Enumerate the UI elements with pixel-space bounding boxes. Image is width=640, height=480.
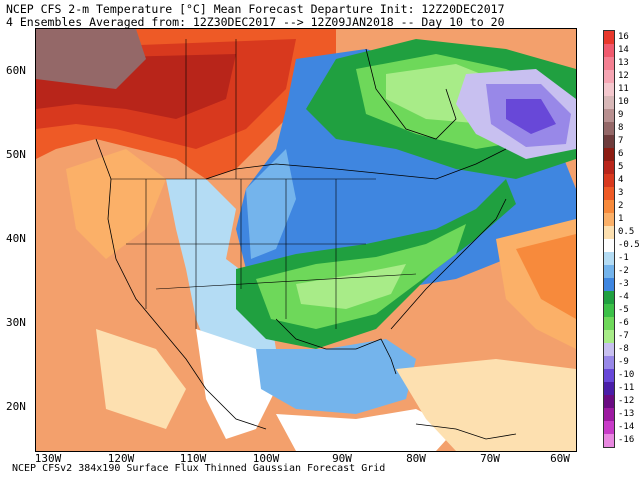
color-scale-swatch bbox=[603, 31, 615, 44]
region-brown-alaska bbox=[36, 29, 146, 89]
map-title-line-2: 4 Ensembles Averaged from: 12Z30DEC2017 … bbox=[6, 15, 505, 29]
color-scale-label: -2 bbox=[618, 265, 629, 276]
color-scale-swatch bbox=[603, 369, 615, 382]
lat-label-60n: 60N bbox=[6, 64, 26, 77]
color-scale-label: 4 bbox=[618, 174, 624, 185]
color-scale-label: -9 bbox=[618, 356, 629, 367]
region-atlantic-warm-core bbox=[516, 234, 576, 319]
color-scale-swatch bbox=[603, 304, 615, 317]
lon-label-60w: 60W bbox=[550, 452, 570, 465]
color-scale-swatch bbox=[603, 187, 615, 200]
color-scale-label: -5 bbox=[618, 304, 629, 315]
color-scale-swatch bbox=[603, 421, 615, 434]
lat-label-50n: 50N bbox=[6, 148, 26, 161]
color-scale-label: -4 bbox=[618, 291, 629, 302]
lon-label-80w: 80W bbox=[406, 452, 426, 465]
color-scale-swatch bbox=[603, 382, 615, 395]
color-scale-swatch bbox=[603, 161, 615, 174]
lon-label-120w: 120W bbox=[107, 452, 135, 465]
color-scale-swatch bbox=[603, 148, 615, 161]
region-caribbean-warm bbox=[396, 359, 576, 451]
region-light-blue-rockies bbox=[166, 179, 276, 389]
color-scale-swatch bbox=[603, 317, 615, 330]
color-scale-label: 9 bbox=[618, 109, 624, 120]
color-scale-label: -16 bbox=[618, 434, 635, 445]
color-scale-swatch bbox=[603, 213, 615, 226]
coastlines bbox=[95, 48, 517, 440]
region-light-blue-east bbox=[246, 149, 296, 259]
lon-label-70w: 70W bbox=[480, 452, 500, 465]
color-scale-label: 14 bbox=[618, 44, 629, 55]
region-gulf-white bbox=[276, 409, 456, 451]
color-scale-swatch bbox=[603, 174, 615, 187]
lon-label-90w: 90W bbox=[332, 452, 352, 465]
color-scale-label: 6 bbox=[618, 148, 624, 159]
map-title-line-1: NCEP CFS 2-m Temperature [°C] Mean Forec… bbox=[6, 2, 505, 16]
region-coldest-quebec-core bbox=[506, 99, 556, 134]
color-scale-swatch bbox=[603, 395, 615, 408]
color-scale-label: 12 bbox=[618, 70, 629, 81]
color-scale-swatch bbox=[603, 57, 615, 70]
lon-label-100w: 100W bbox=[252, 452, 280, 465]
color-scale-label: -6 bbox=[618, 317, 629, 328]
color-scale-label: 3 bbox=[618, 187, 624, 198]
color-scale-bar bbox=[603, 30, 615, 448]
color-scale-label: -3 bbox=[618, 278, 629, 289]
color-scale-label: -10 bbox=[618, 369, 635, 380]
color-scale-label: -0.5 bbox=[618, 239, 640, 250]
color-scale-label: -13 bbox=[618, 408, 635, 419]
color-scale-label: -1 bbox=[618, 252, 629, 263]
color-scale-swatch bbox=[603, 330, 615, 343]
forecast-map bbox=[35, 28, 577, 452]
color-scale-label: 1 bbox=[618, 213, 624, 224]
color-scale-swatch bbox=[603, 343, 615, 356]
color-scale-label: -11 bbox=[618, 382, 635, 393]
map-footer: NCEP CFSv2 384x190 Surface Flux Thinned … bbox=[12, 463, 386, 474]
region-southeast-pale bbox=[296, 264, 406, 309]
color-scale-label: -8 bbox=[618, 343, 629, 354]
color-scale-label: 8 bbox=[618, 122, 624, 133]
color-scale-label: 0.5 bbox=[618, 226, 635, 237]
region-neutral-white bbox=[196, 329, 276, 439]
lat-label-30n: 30N bbox=[6, 316, 26, 329]
lat-label-20n: 20N bbox=[6, 400, 26, 413]
color-scale-swatch bbox=[603, 96, 615, 109]
color-scale-swatch bbox=[603, 291, 615, 304]
color-scale-swatch bbox=[603, 408, 615, 421]
color-scale-swatch bbox=[603, 83, 615, 96]
state-borders bbox=[111, 39, 417, 329]
color-scale-label: 7 bbox=[618, 135, 624, 146]
color-scale-swatch bbox=[603, 226, 615, 239]
color-scale-swatch bbox=[603, 265, 615, 278]
lon-label-130w: 130W bbox=[34, 452, 62, 465]
color-scale-label: 11 bbox=[618, 83, 629, 94]
color-scale-label: 2 bbox=[618, 200, 624, 211]
color-scale-swatch bbox=[603, 122, 615, 135]
color-scale-swatch bbox=[603, 200, 615, 213]
region-pale-southwest bbox=[96, 329, 186, 429]
color-scale-swatch bbox=[603, 356, 615, 369]
color-scale-swatch bbox=[603, 278, 615, 291]
region-gulf-blue bbox=[256, 339, 416, 414]
map-canvas bbox=[36, 29, 576, 451]
color-scale-label: -14 bbox=[618, 421, 635, 432]
color-scale-swatch bbox=[603, 109, 615, 122]
region-pale-west bbox=[66, 149, 166, 259]
color-scale-label: 16 bbox=[618, 31, 629, 42]
color-scale-swatch bbox=[603, 434, 615, 447]
color-scale-swatch bbox=[603, 70, 615, 83]
color-scale-label: 5 bbox=[618, 161, 624, 172]
color-scale-swatch bbox=[603, 239, 615, 252]
lat-label-40n: 40N bbox=[6, 232, 26, 245]
color-scale-label: 13 bbox=[618, 57, 629, 68]
color-scale-label: -12 bbox=[618, 395, 635, 406]
color-scale-label: 10 bbox=[618, 96, 629, 107]
color-scale-swatch bbox=[603, 44, 615, 57]
lon-label-110w: 110W bbox=[179, 452, 207, 465]
color-scale-swatch bbox=[603, 252, 615, 265]
color-scale-label: -7 bbox=[618, 330, 629, 341]
color-scale-swatch bbox=[603, 135, 615, 148]
